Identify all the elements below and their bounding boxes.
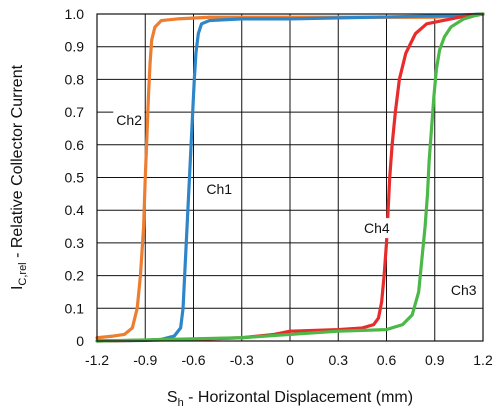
series-label-ch2: Ch2	[116, 112, 142, 128]
y-tick-label: 1.0	[65, 6, 85, 22]
series-layer	[95, 12, 485, 343]
y-tick-label: 0.6	[65, 137, 85, 153]
x-tick-label: 0.6	[377, 352, 397, 368]
x-axis-title-main: S	[167, 389, 178, 406]
series-labels: Ch2 Ch1 Ch4 Ch3	[113, 110, 480, 301]
series-line-ch1	[95, 12, 485, 343]
y-tick-label: 0.3	[65, 235, 85, 251]
x-tick-label: 0.3	[329, 352, 349, 368]
y-tick-label: 0.9	[65, 39, 85, 55]
series-label-ch4: Ch4	[364, 220, 390, 236]
y-tick-label: 0.7	[65, 104, 85, 120]
plot-frame	[96, 13, 484, 342]
y-tick-label: 0.2	[65, 268, 85, 284]
y-tick-label: 0.1	[65, 300, 85, 316]
x-tick-label: -0.6	[181, 352, 205, 368]
x-tick-label: -0.9	[133, 352, 157, 368]
y-tick-label: 0.8	[65, 71, 85, 87]
x-tick-label: 1.2	[473, 352, 493, 368]
series-label-ch3: Ch3	[451, 282, 477, 298]
series-label-background	[447, 280, 480, 301]
series-line-ch4	[95, 12, 485, 343]
x-tick-label: 0	[286, 352, 294, 368]
series-label-background	[360, 218, 393, 239]
x-tick-label: 0.9	[425, 352, 445, 368]
x-axis-title-rest: - Horizontal Displacement (mm)	[184, 389, 413, 406]
tick-labels: -1.2 -0.9 -0.6 -0.3 0 0.3 0.6 0.9 1.2 0 0.1 0.2 0.3 0…	[65, 6, 493, 368]
x-axis-title-subscript: h	[178, 397, 184, 409]
series-label-background	[203, 178, 235, 199]
y-tick-label: 0	[76, 333, 84, 349]
y-axis-title-subscript: C,rel	[17, 262, 29, 285]
y-tick-label: 0.4	[65, 202, 85, 218]
series-line-ch3	[95, 12, 485, 343]
x-axis-title: Sh - Horizontal Displacement (mm)	[167, 389, 413, 409]
y-axis-title: IC,rel - Relative Collector Current	[9, 64, 29, 290]
y-axis-title-main: I	[9, 286, 26, 290]
y-tick-label: 0.5	[65, 170, 85, 186]
series-label-background	[113, 110, 145, 131]
series-label-ch1: Ch1	[206, 181, 232, 197]
x-tick-label: -1.2	[85, 352, 109, 368]
x-tick-label: -0.3	[230, 352, 254, 368]
y-axis-title-rest: - Relative Collector Current	[9, 64, 26, 262]
